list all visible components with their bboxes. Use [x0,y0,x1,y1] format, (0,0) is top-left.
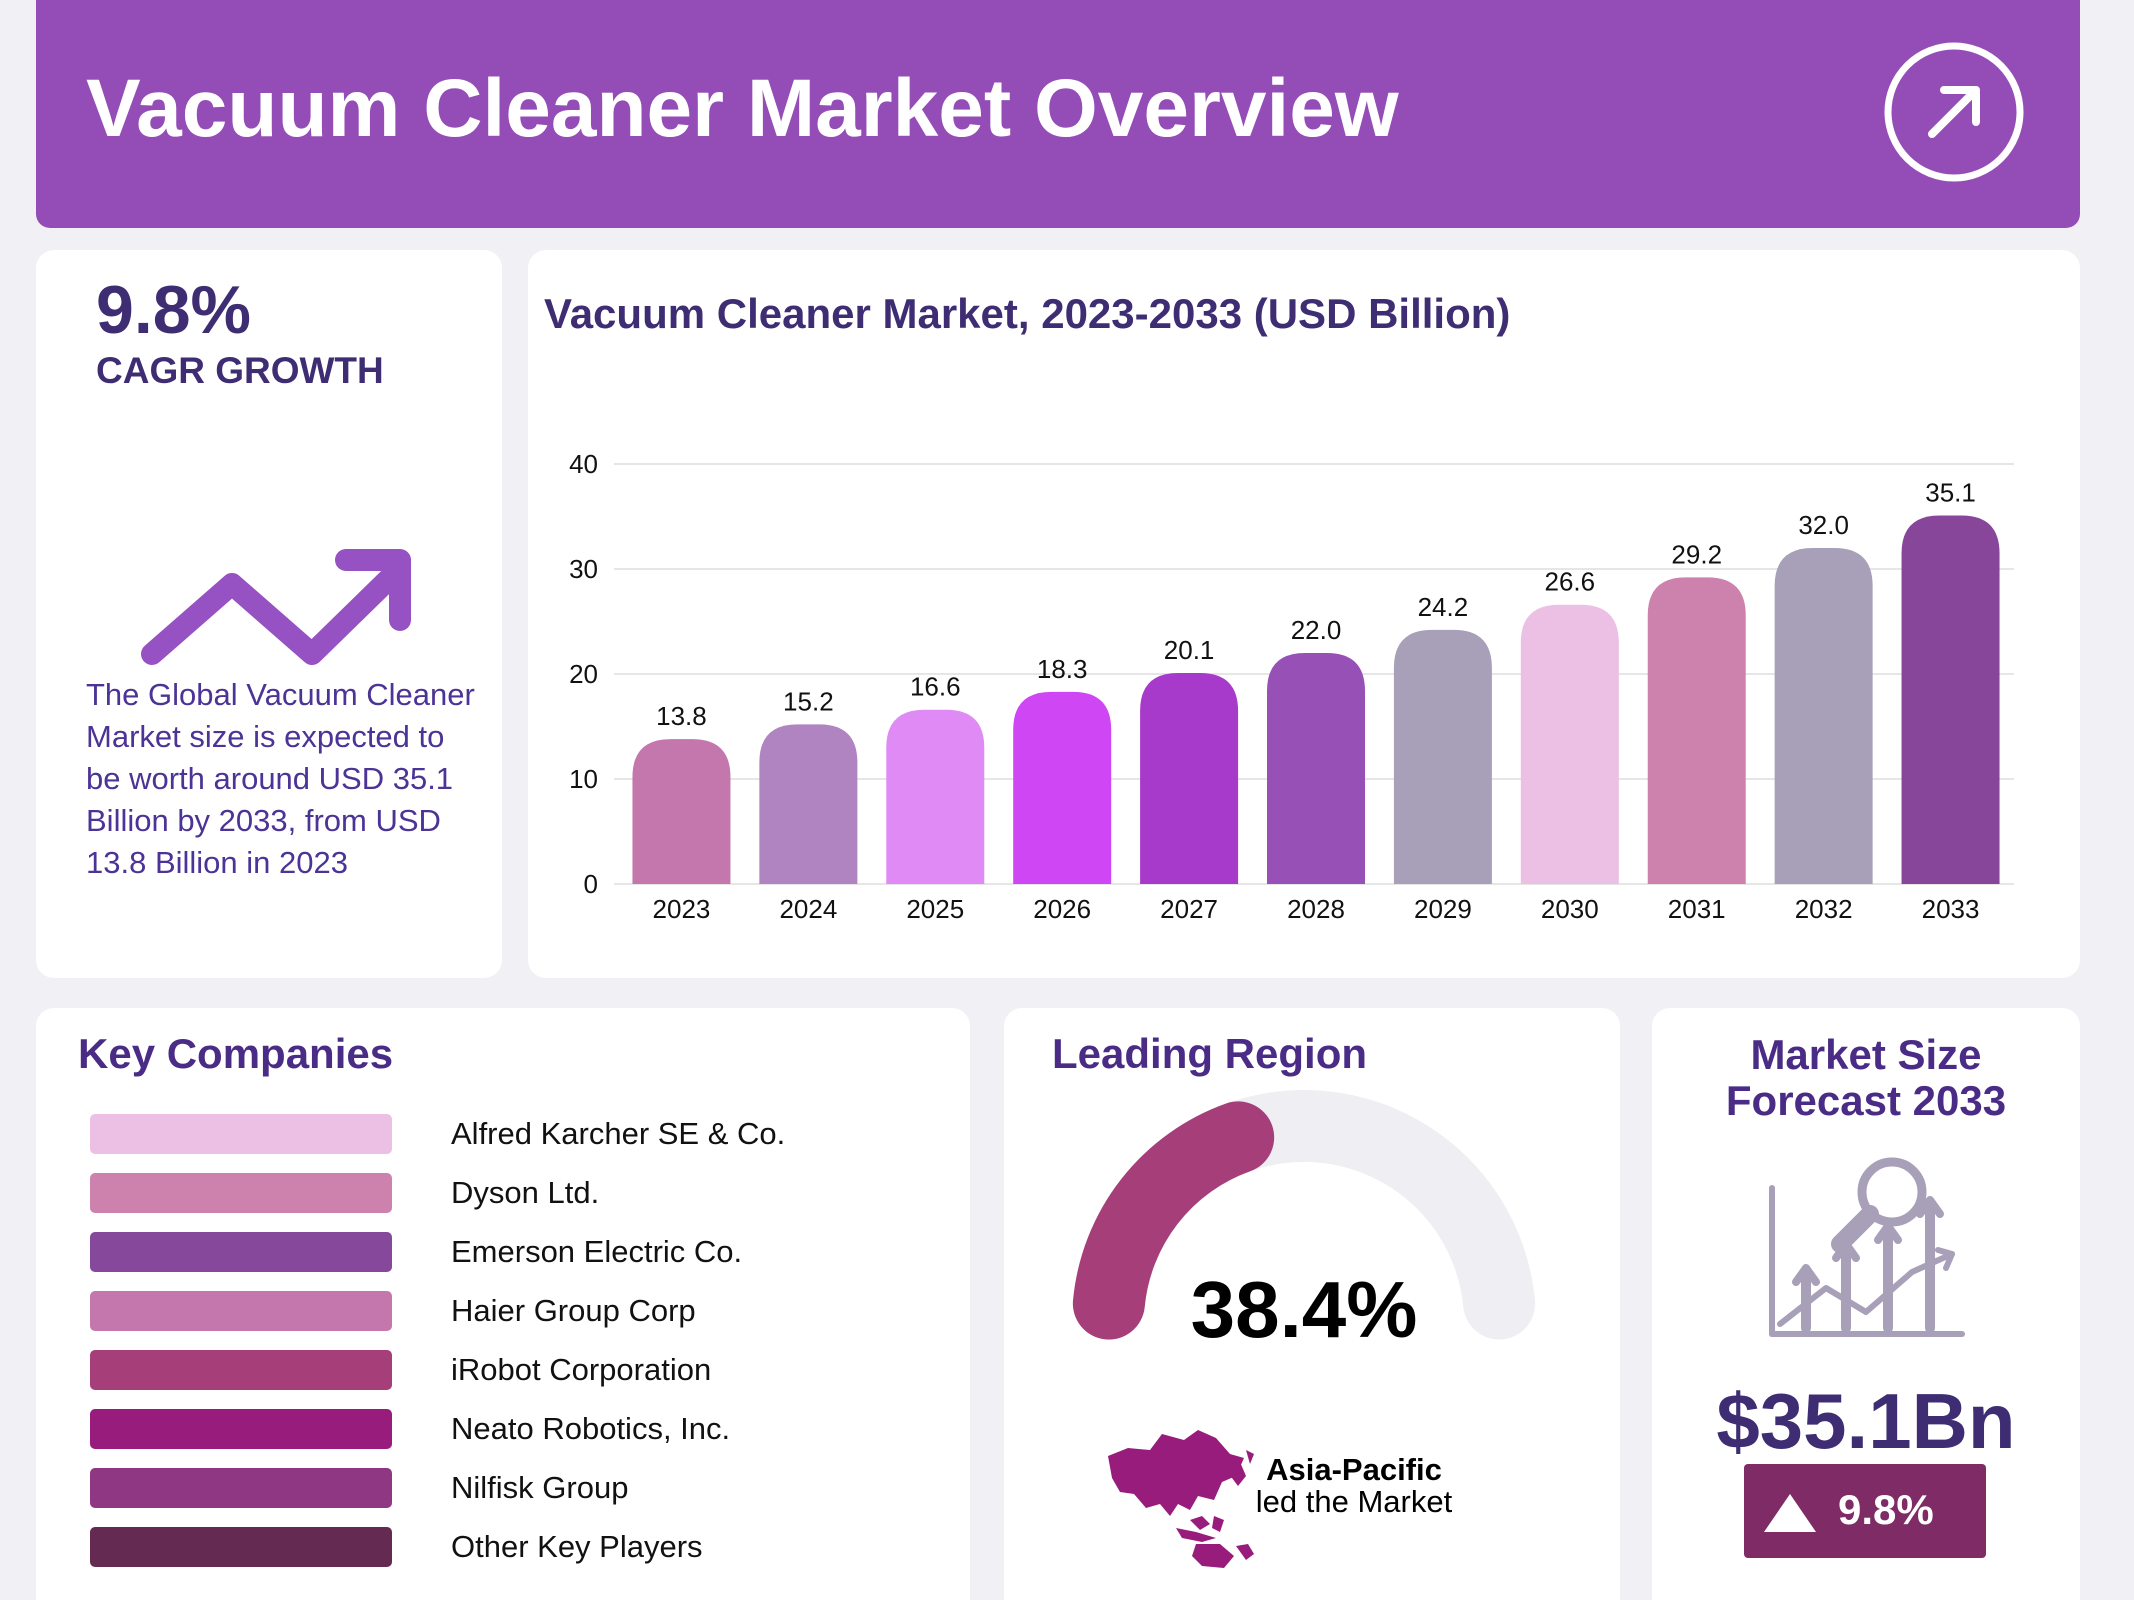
bar-2027 [1140,672,1239,884]
bar-2024 [759,724,858,884]
x-tick-label: 2028 [1287,894,1345,924]
company-color-swatch [90,1527,392,1567]
region-share-value: 38.4% [1190,1265,1418,1354]
company-color-swatch [90,1291,392,1331]
bar-value-label: 35.1 [1925,477,1976,507]
y-tick-label: 30 [569,554,598,584]
growth-badge: 9.8% [1744,1464,1986,1558]
chart-title: Vacuum Cleaner Market, 2023-2033 (USD Bi… [544,290,1511,337]
bar-value-label: 15.2 [783,686,834,716]
asia-pacific-map-icon [1108,1430,1254,1568]
bar-value-label: 18.3 [1037,654,1088,684]
bar-2026 [1013,691,1112,884]
key-companies-title: Key Companies [78,1030,394,1077]
y-tick-label: 10 [569,764,598,794]
company-color-swatch [90,1468,392,1508]
cagr-value: 9.8% [96,272,251,348]
x-tick-label: 2025 [906,894,964,924]
growth-badge-value: 9.8% [1838,1486,1934,1533]
company-name: Neato Robotics, Inc. [451,1411,731,1446]
forecast-value: $35.1Bn [1716,1377,2016,1465]
cagr-card: 9.8% CAGR GROWTH The Global Vacuum Clean… [36,250,502,978]
company-name: Other Key Players [451,1529,703,1564]
x-tick-label: 2029 [1414,894,1472,924]
bar-2032 [1774,548,1873,884]
bar-value-label: 29.2 [1671,539,1722,569]
chart-card: Vacuum Cleaner Market, 2023-2033 (USD Bi… [528,250,2080,978]
x-tick-label: 2024 [779,894,837,924]
forecast-title: Market Size Forecast 2033 [1652,1032,2080,1124]
bar-value-label: 32.0 [1798,510,1849,540]
bar-chart: 01020304013.8202315.2202416.6202518.3202… [569,449,2014,924]
y-tick-label: 0 [584,869,598,899]
bar-2030 [1520,604,1619,884]
bar-value-label: 26.6 [1545,567,1596,597]
header-banner: Vacuum Cleaner Market Overview [36,0,2080,228]
y-tick-label: 40 [569,449,598,479]
bar-value-label: 22.0 [1291,615,1342,645]
x-tick-label: 2026 [1033,894,1091,924]
leading-region-card: Leading Region 38.4% Asia-Pacific led th… [1004,1008,1620,1600]
region-subtitle: led the Market [1255,1484,1453,1519]
gauge-value-arc [1072,1101,1275,1340]
company-color-swatch [90,1232,392,1272]
bar-2028 [1267,653,1365,884]
trend-up-arrow-icon [141,549,411,665]
x-tick-label: 2031 [1668,894,1726,924]
company-color-swatch [90,1173,392,1213]
company-name: iRobot Corporation [451,1352,712,1387]
forecast-title-line2: Forecast 2033 [1725,1077,2007,1124]
company-name: Dyson Ltd. [451,1175,600,1210]
bar-value-label: 16.6 [910,672,961,702]
company-name: Emerson Electric Co. [451,1234,743,1269]
cagr-label: CAGR GROWTH [96,350,384,391]
bar-value-label: 13.8 [656,701,707,731]
arrow-up-right-icon[interactable] [1882,40,2026,184]
page-title: Vacuum Cleaner Market Overview [86,63,1399,154]
bar-value-label: 20.1 [1164,635,1215,665]
cagr-description: The Global Vacuum Cleaner Market size is… [86,677,475,880]
triangle-up-icon [1764,1494,1816,1532]
x-tick-label: 2023 [653,894,711,924]
region-name: Asia-Pacific [1266,1452,1442,1487]
x-tick-label: 2027 [1160,894,1218,924]
market-forecast-card: Market Size Forecast 2033 $35.1Bn 9.8% [1652,1008,2080,1600]
bar-2033 [1901,515,2000,884]
forecast-title-line1: Market Size [1750,1031,1982,1078]
bar-2023 [632,739,731,884]
company-color-swatch [90,1350,392,1390]
company-color-swatch [90,1409,392,1449]
bar-2025 [886,709,985,884]
company-name: Nilfisk Group [451,1470,629,1505]
x-tick-label: 2032 [1795,894,1853,924]
growth-analysis-icon [1769,1157,1965,1337]
leading-region-title: Leading Region [1052,1030,1367,1077]
bar-2031 [1647,577,1746,884]
company-name: Alfred Karcher SE & Co. [451,1116,786,1151]
company-color-swatch [90,1114,392,1154]
region-share-gauge [1072,1090,1536,1340]
x-tick-label: 2033 [1922,894,1980,924]
x-tick-label: 2030 [1541,894,1599,924]
bar-value-label: 24.2 [1418,592,1469,622]
bar-2029 [1393,629,1492,884]
y-tick-label: 20 [569,659,598,689]
key-companies-card: Key Companies Alfred Karcher SE & Co. Dys… [36,1008,970,1600]
company-name: Haier Group Corp [451,1293,696,1328]
